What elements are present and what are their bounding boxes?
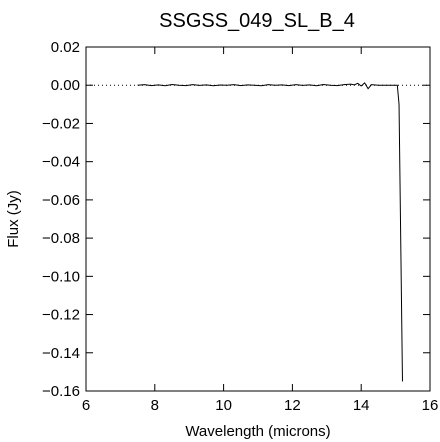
y-tick-label: 0.02 <box>51 39 80 56</box>
y-tick-label: −0.04 <box>42 154 80 171</box>
y-axis: 0.02 0.00 −0.02 −0.04 −0.06 −0.08 −0.10 −0.12 −0… <box>42 39 430 400</box>
y-tick-label: −0.02 <box>42 115 80 132</box>
chart-title: SSGSS_049_SL_B_4 <box>159 10 355 32</box>
plot-frame <box>85 46 431 392</box>
y-tick-label: 0.00 <box>51 77 80 94</box>
x-axis: 6 8 10 12 14 16 <box>82 47 439 414</box>
y-tick-label: −0.06 <box>42 192 80 209</box>
flux-spectrum-line <box>137 82 403 382</box>
y-axis-label: Flux (Jy) <box>5 190 22 248</box>
x-tick-label: 10 <box>215 397 232 414</box>
x-tick-label: 12 <box>284 397 301 414</box>
y-tick-label: −0.10 <box>42 268 80 285</box>
y-tick-label: −0.14 <box>42 345 80 362</box>
x-tick-label: 14 <box>353 397 370 414</box>
y-tick-label: −0.16 <box>42 383 80 400</box>
x-axis-label: Wavelength (microns) <box>185 423 330 440</box>
x-tick-label: 16 <box>422 397 439 414</box>
x-tick-label: 8 <box>151 397 159 414</box>
y-tick-label: −0.12 <box>42 307 80 324</box>
y-tick-label: −0.08 <box>42 230 80 247</box>
x-tick-label: 6 <box>82 397 90 414</box>
